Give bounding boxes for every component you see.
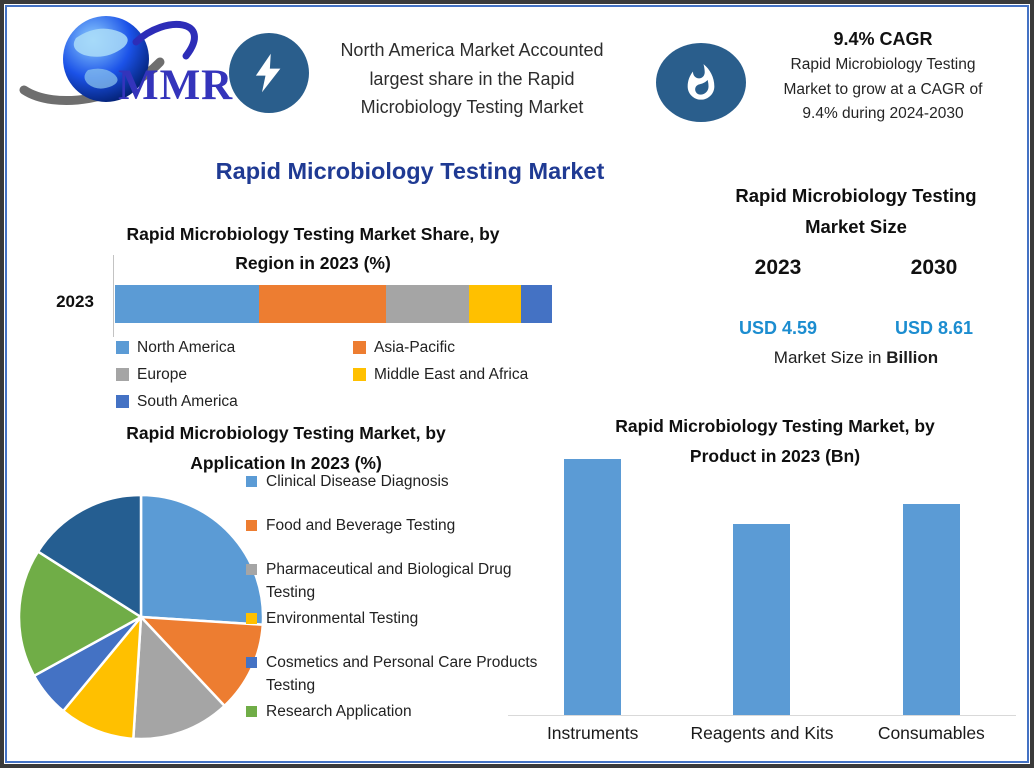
- product-column-reagents-and-kits: [677, 450, 846, 715]
- legend-item-food-and-beverage-testing: Food and Beverage Testing: [246, 514, 562, 537]
- legend-label: Asia-Pacific: [374, 339, 455, 356]
- na-highlight-text: North America Market Accounted largest s…: [298, 36, 646, 122]
- region-legend: North America Asia-Pacific Europe Middle Ea…: [116, 338, 586, 412]
- market-size-values: USD 4.59 USD 8.61: [700, 318, 1012, 339]
- cagr-headline: 9.4% CAGR: [833, 29, 933, 49]
- na-highlight-line: North America Market Accounted: [340, 40, 604, 60]
- logo-text: MMR: [118, 62, 233, 107]
- legend-swatch: [246, 520, 257, 531]
- legend-label: Europe: [137, 366, 187, 383]
- value-2030: USD 8.61: [894, 318, 974, 338]
- region-segment-asia-pacific: [259, 285, 386, 323]
- application-chart-title-line: Rapid Microbiology Testing Market, by: [126, 423, 446, 443]
- legend-item-clinical-disease-diagnosis: Clinical Disease Diagnosis: [246, 470, 562, 493]
- cagr-line: 9.4% during 2024-2030: [802, 105, 964, 122]
- legend-label: Food and Beverage Testing: [266, 517, 456, 534]
- region-stacked-bar: [115, 285, 552, 323]
- bar-instruments: [564, 459, 622, 715]
- flame-badge: [656, 43, 746, 122]
- pie-slice-unlabeled: [36, 493, 143, 619]
- legend-item-cosmetics-and-personal-care-products-testing: Cosmetics and Personal Care Products Tes…: [246, 651, 562, 697]
- region-chart-title-line: Region in 2023 (%): [235, 253, 391, 273]
- region-segment-north-america: [115, 285, 260, 323]
- legend-label: Clinical Disease Diagnosis: [266, 473, 449, 490]
- legend-item-research-application: Research Application: [246, 700, 562, 723]
- legend-item-north-america: North America: [116, 338, 353, 358]
- pie-slice-research-application: [17, 550, 143, 678]
- flame-icon: [687, 63, 715, 100]
- globe-icon: MMR: [19, 16, 233, 109]
- x-label-reagents-and-kits: Reagents and Kits: [690, 723, 834, 743]
- na-highlight-line: largest share in the Rapid: [369, 68, 575, 89]
- legend-swatch: [116, 341, 129, 354]
- page-title: Rapid Microbiology Testing Market: [215, 158, 605, 184]
- pie-slice-clinical-disease-diagnosis: [139, 493, 265, 626]
- legend-swatch: [353, 341, 366, 354]
- market-size-title-line: Rapid Microbiology Testing: [735, 185, 977, 206]
- market-size-years: 2023 2030: [700, 256, 1012, 280]
- legend-item-asia-pacific: Asia-Pacific: [353, 338, 586, 358]
- year-2030: 2030: [910, 256, 958, 279]
- region-segment-middle-east-and-africa: [468, 285, 522, 323]
- product-column-instruments: [508, 450, 677, 715]
- product-bar-plot: [508, 450, 1016, 716]
- legend-label: Cosmetics and Personal Care Products Tes…: [266, 654, 538, 694]
- lightning-icon: [255, 53, 281, 93]
- legend-label: Middle East and Africa: [374, 366, 529, 383]
- legend-swatch: [116, 368, 129, 381]
- legend-label: Pharmaceutical and Biological Drug Testi…: [266, 561, 512, 601]
- mmr-logo: MMR: [18, 12, 233, 109]
- region-axis-line: [113, 255, 114, 337]
- legend-swatch: [246, 564, 257, 575]
- x-label-instruments: Instruments: [546, 723, 639, 743]
- application-pie-chart: [17, 493, 265, 741]
- legend-label: Environmental Testing: [266, 610, 419, 627]
- value-2023: USD 4.59: [738, 318, 818, 338]
- legend-swatch: [246, 613, 257, 624]
- product-axis-labels: Instruments Reagents and Kits Consumables: [508, 723, 1016, 744]
- market-size-panel: Rapid Microbiology Testing Market Size 2…: [700, 180, 1012, 368]
- legend-swatch: [353, 368, 366, 381]
- legend-label: South America: [137, 393, 238, 410]
- product-chart-title: Rapid Microbiology Testing Market, by Pr…: [535, 411, 1015, 471]
- cagr-line: Market to grow at a CAGR of: [783, 80, 983, 98]
- na-highlight-line: Microbiology Testing Market: [360, 97, 584, 117]
- bar-consumables: [902, 504, 960, 715]
- region-segment-europe: [385, 285, 469, 323]
- application-chart-title-line: Application In 2023 (%): [190, 453, 382, 473]
- pie-slice-pharmaceutical-and-biological-drug-testing: [132, 615, 226, 741]
- legend-item-south-america: South America: [116, 392, 353, 412]
- x-label-consumables: Consumables: [877, 723, 985, 743]
- legend-label: Research Application: [266, 703, 412, 720]
- pie-slice-food-and-beverage-testing: [139, 615, 265, 708]
- legend-swatch: [246, 657, 257, 668]
- market-size-footnote: Market Size in Billion: [773, 348, 939, 367]
- legend-item-europe: Europe: [116, 365, 353, 385]
- legend-item-environmental-testing: Environmental Testing: [246, 607, 562, 630]
- legend-swatch: [116, 395, 129, 408]
- legend-item-pharmaceutical-and-biological-drug-testing: Pharmaceutical and Biological Drug Testi…: [246, 558, 562, 604]
- cagr-highlight: 9.4% CAGR Rapid Microbiology Testing Mar…: [750, 26, 1016, 127]
- product-chart-title-line: Rapid Microbiology Testing Market, by: [615, 416, 935, 436]
- bar-reagents-and-kits: [733, 524, 791, 715]
- region-chart-title-line: Rapid Microbiology Testing Market Share,…: [126, 224, 500, 244]
- market-size-title-line: Market Size: [805, 216, 907, 237]
- market-size-title: Rapid Microbiology Testing Market Size: [700, 180, 1012, 242]
- region-chart-title: Rapid Microbiology Testing Market Share,…: [58, 220, 568, 278]
- legend-swatch: [246, 476, 257, 487]
- cagr-line: Rapid Microbiology Testing: [790, 56, 976, 73]
- product-chart-title-line: Product in 2023 (Bn): [689, 446, 861, 466]
- lightning-badge: [229, 33, 309, 113]
- application-chart-title: Rapid Microbiology Testing Market, by Ap…: [42, 418, 530, 478]
- region-axis-category: 2023: [56, 292, 94, 311]
- region-segment-south-america: [521, 285, 552, 323]
- product-column-consumables: [847, 450, 1016, 715]
- legend-item-middle-east-and-africa: Middle East and Africa: [353, 365, 586, 385]
- application-legend: Clinical Disease Diagnosis Food and Bever…: [246, 470, 562, 744]
- pie-slice-environmental-testing: [61, 615, 143, 741]
- year-2023: 2023: [754, 256, 802, 279]
- legend-label: North America: [137, 339, 236, 356]
- legend-swatch: [246, 706, 257, 717]
